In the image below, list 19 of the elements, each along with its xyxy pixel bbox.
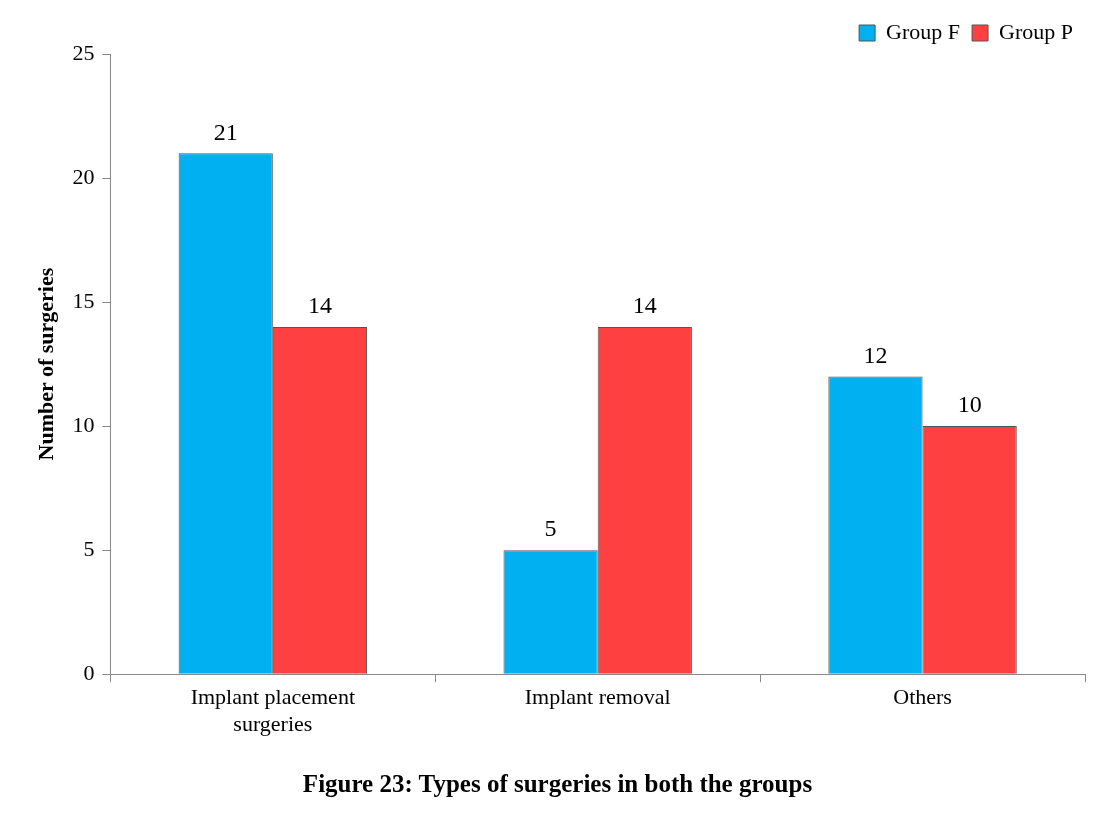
y-tick-label: 20 — [72, 163, 95, 189]
data-label: 12 — [863, 341, 888, 368]
y-tick-label: 25 — [72, 39, 95, 65]
legend-label: Group F — [886, 18, 961, 44]
data-label: 14 — [307, 292, 332, 319]
y-axis-title: Number of surgeries — [32, 267, 58, 461]
data-label: 5 — [544, 515, 557, 542]
x-tick-label: Implant removal — [524, 684, 671, 710]
data-label: 21 — [213, 118, 238, 145]
data-label: 14 — [632, 292, 657, 319]
data-label: 10 — [957, 391, 982, 418]
text: Figure 23: Types of surgeries in both the groups — [302, 770, 813, 798]
y-tick-label: 15 — [72, 287, 95, 313]
y-tick-label: 10 — [72, 411, 95, 437]
legend-label: Group P — [999, 18, 1073, 44]
y-tick-label: 5 — [83, 535, 95, 561]
x-tick-label: Implant placement surgeries — [190, 684, 355, 736]
x-tick-label: Others — [893, 684, 952, 710]
y-tick-label: 0 — [83, 659, 95, 685]
